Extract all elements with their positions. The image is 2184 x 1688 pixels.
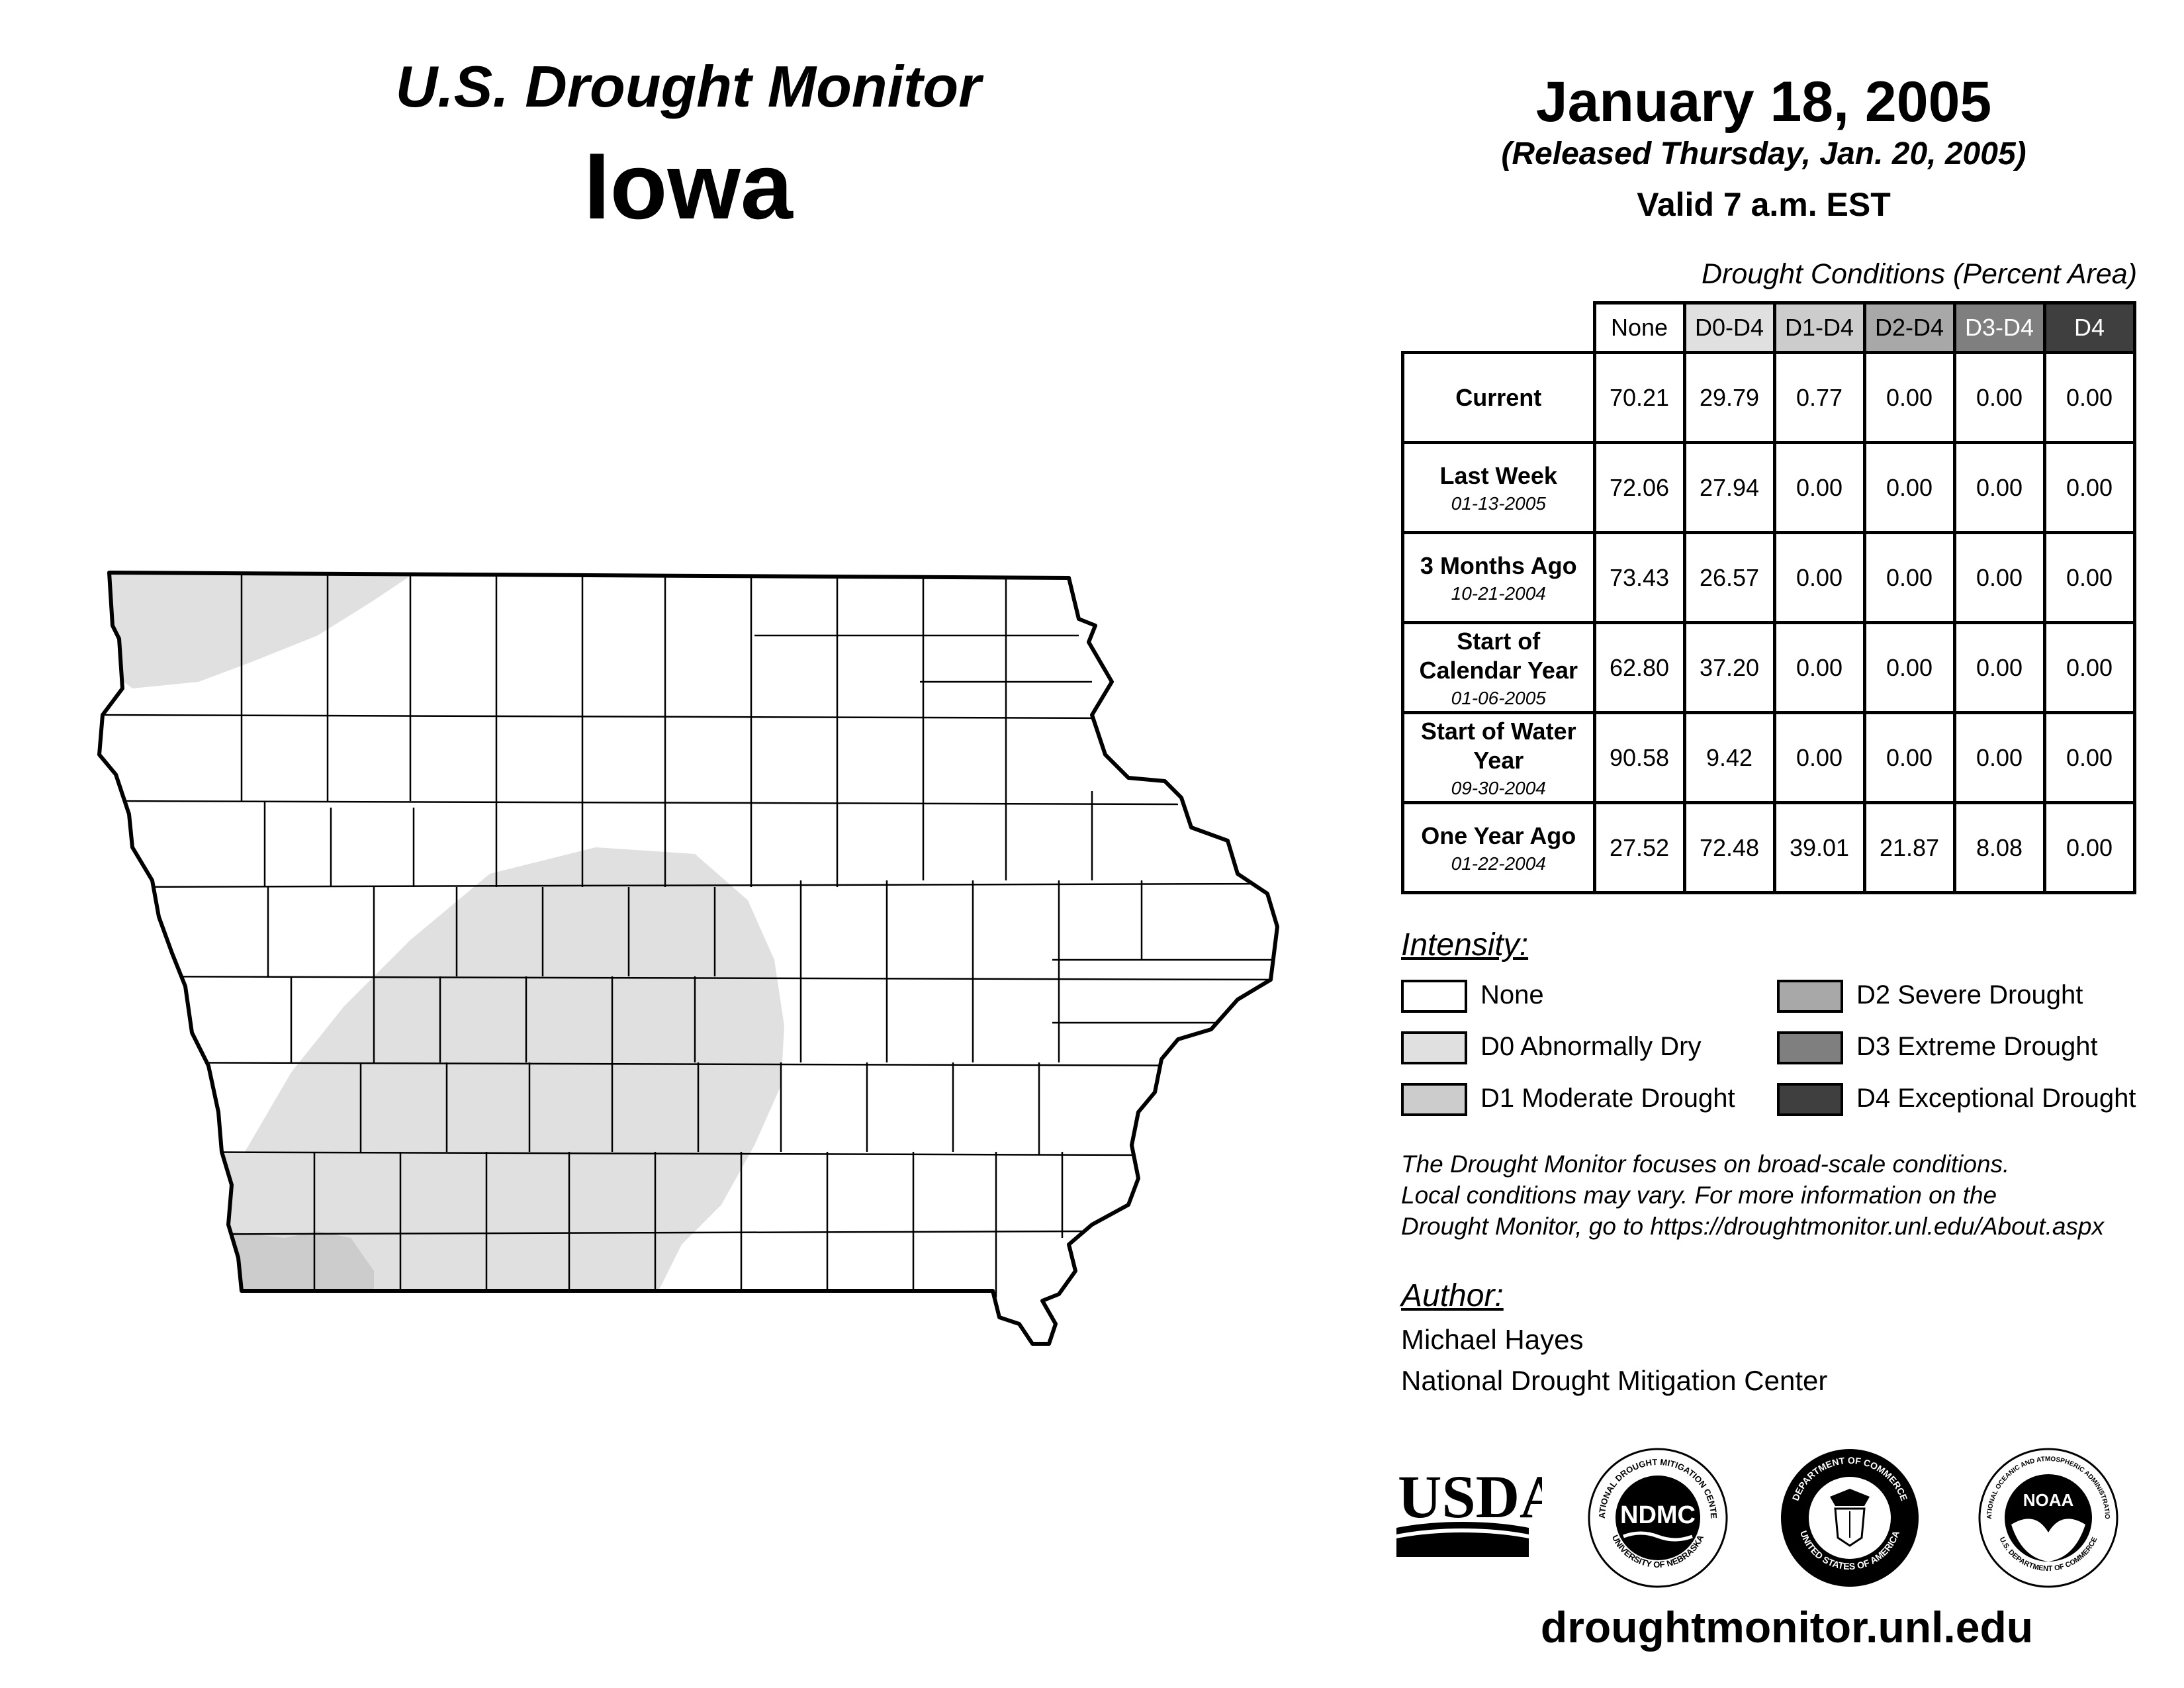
- table-cell: 0.00: [1862, 441, 1956, 534]
- row-label: Current: [1401, 351, 1596, 444]
- svg-text:USDA: USDA: [1398, 1463, 1542, 1530]
- legend-label: D1 Moderate Drought: [1480, 1084, 1735, 1113]
- table-cell: 0.00: [1862, 621, 1956, 714]
- column-header: D2-D4: [1862, 301, 1956, 354]
- website-link[interactable]: droughtmonitor.unl.edu: [1540, 1603, 2034, 1652]
- table-cell: 70.21: [1592, 351, 1686, 444]
- svg-text:NDMC: NDMC: [1620, 1501, 1696, 1529]
- map-date: January 18, 2005: [1535, 70, 1992, 134]
- table-row: Last Week 01-13-2005 72.06 27.94 0.00 0.0…: [1401, 441, 2136, 534]
- table-cell: 0.00: [2042, 801, 2136, 894]
- table-cell: 0.77: [1772, 351, 1866, 444]
- table-cell: 9.42: [1682, 711, 1776, 804]
- author-title: Author:: [1401, 1278, 1504, 1313]
- table-cell: 0.00: [2042, 531, 2136, 624]
- iowa-drought-map: [97, 571, 1279, 1346]
- column-header: D0-D4: [1682, 301, 1776, 354]
- legend-label: D0 Abnormally Dry: [1480, 1032, 1702, 1061]
- author-name: Michael Hayes: [1401, 1324, 1584, 1355]
- author-organization: National Drought Mitigation Center: [1401, 1365, 1828, 1396]
- column-header: D1-D4: [1772, 301, 1866, 354]
- table-cell: 90.58: [1592, 711, 1686, 804]
- row-label: Last Week 01-13-2005: [1401, 441, 1596, 534]
- table-cell: 39.01: [1772, 801, 1866, 894]
- table-cell: 26.57: [1682, 531, 1776, 624]
- valid-time: Valid 7 a.m. EST: [1637, 186, 1891, 223]
- note-line: The Drought Monitor focuses on broad-sca…: [1401, 1150, 2010, 1178]
- legend-swatch-d2: [1777, 980, 1843, 1013]
- table-cell: 29.79: [1682, 351, 1776, 444]
- column-header: D4: [2042, 301, 2136, 354]
- state-name: Iowa: [584, 134, 793, 239]
- usda-logo: USDA: [1396, 1463, 1542, 1557]
- map-title: U.S. Drought Monitor: [395, 54, 981, 119]
- table-corner: [1403, 303, 1595, 353]
- iowa-state-outline: [97, 571, 1279, 1346]
- table-row: Start of Water Year 09-30-2004 90.58 9.42…: [1401, 711, 2136, 804]
- table-cell: 27.52: [1592, 801, 1686, 894]
- table-row: One Year Ago 01-22-2004 27.52 72.48 39.01…: [1401, 801, 2136, 894]
- disclaimer-note: The Drought Monitor focuses on broad-sca…: [1401, 1149, 2169, 1242]
- table-cell: 72.06: [1592, 441, 1686, 534]
- svg-text:NOAA: NOAA: [2023, 1490, 2074, 1510]
- table-cell: 8.08: [1952, 801, 2046, 894]
- legend-label: D4 Exceptional Drought: [1856, 1084, 2136, 1113]
- table-cell: 0.00: [1952, 351, 2046, 444]
- row-label: Start of Water Year 09-30-2004: [1401, 711, 1596, 804]
- table-cell: 0.00: [2042, 351, 2136, 444]
- table-cell: 27.94: [1682, 441, 1776, 534]
- table-cell: 0.00: [1952, 711, 2046, 804]
- note-line: Drought Monitor, go to https://droughtmo…: [1401, 1213, 2104, 1240]
- row-label: One Year Ago 01-22-2004: [1401, 801, 1596, 894]
- row-label: Start of Calendar Year 01-06-2005: [1401, 621, 1596, 714]
- d0-region-central-southwest: [218, 847, 784, 1297]
- ndmc-logo: NATIONAL DROUGHT MITIGATION CENTER UNIVE…: [1585, 1445, 1728, 1588]
- table-cell: 0.00: [1952, 531, 2046, 624]
- table-cell: 0.00: [1952, 441, 2046, 534]
- legend-label: None: [1480, 980, 1544, 1009]
- table-cell: 0.00: [1862, 351, 1956, 444]
- note-line: Local conditions may vary. For more info…: [1401, 1182, 1997, 1209]
- release-date: (Released Thursday, Jan. 20, 2005): [1501, 136, 2026, 171]
- table-cell: 62.80: [1592, 621, 1686, 714]
- legend-label: D3 Extreme Drought: [1856, 1032, 2098, 1061]
- table-cell: 0.00: [1772, 621, 1866, 714]
- county-boundaries: [99, 573, 1277, 1297]
- table-cell: 0.00: [1772, 711, 1866, 804]
- legend-swatch-d1: [1401, 1083, 1467, 1116]
- table-cell: 0.00: [1862, 531, 1956, 624]
- table-cell: 21.87: [1862, 801, 1956, 894]
- legend-swatch-d0: [1401, 1031, 1467, 1064]
- legend-swatch-none: [1401, 980, 1467, 1013]
- d1-region-southwest: [228, 1231, 374, 1301]
- noaa-logo: NATIONAL OCEANIC AND ATMOSPHERIC ADMINIS…: [1976, 1445, 2118, 1588]
- d0-region-northwest: [99, 573, 410, 688]
- table-cell: 0.00: [1772, 531, 1866, 624]
- table-cell: 0.00: [2042, 621, 2136, 714]
- commerce-seal-logo: DEPARTMENT OF COMMERCE UNITED STATES OF …: [1781, 1449, 1919, 1587]
- table-caption: Drought Conditions (Percent Area): [1701, 258, 2138, 290]
- row-label: 3 Months Ago 10-21-2004: [1401, 531, 1596, 624]
- table-cell: 0.00: [1952, 621, 2046, 714]
- legend-title: Intensity:: [1401, 927, 1529, 962]
- drought-conditions-table: None D0-D4 D1-D4 D2-D4 D3-D4 D4 Current …: [1401, 301, 2136, 894]
- table-row: Current 70.21 29.79 0.77 0.00 0.00 0.00: [1401, 351, 2136, 444]
- table-row: 3 Months Ago 10-21-2004 73.43 26.57 0.00 …: [1401, 531, 2136, 624]
- table-cell: 37.20: [1682, 621, 1776, 714]
- legend-label: D2 Severe Drought: [1856, 980, 2083, 1009]
- column-header: None: [1592, 301, 1686, 354]
- table-cell: 0.00: [2042, 441, 2136, 534]
- legend-swatch-d4: [1777, 1083, 1843, 1116]
- table-header-row: None D0-D4 D1-D4 D2-D4 D3-D4 D4: [1403, 301, 2136, 354]
- table-cell: 0.00: [1862, 711, 1956, 804]
- table-cell: 72.48: [1682, 801, 1776, 894]
- table-cell: 73.43: [1592, 531, 1686, 624]
- table-cell: 0.00: [1772, 441, 1866, 534]
- table-row: Start of Calendar Year 01-06-2005 62.80 3…: [1401, 621, 2136, 714]
- legend-swatch-d3: [1777, 1031, 1843, 1064]
- table-cell: 0.00: [2042, 711, 2136, 804]
- column-header: D3-D4: [1952, 301, 2046, 354]
